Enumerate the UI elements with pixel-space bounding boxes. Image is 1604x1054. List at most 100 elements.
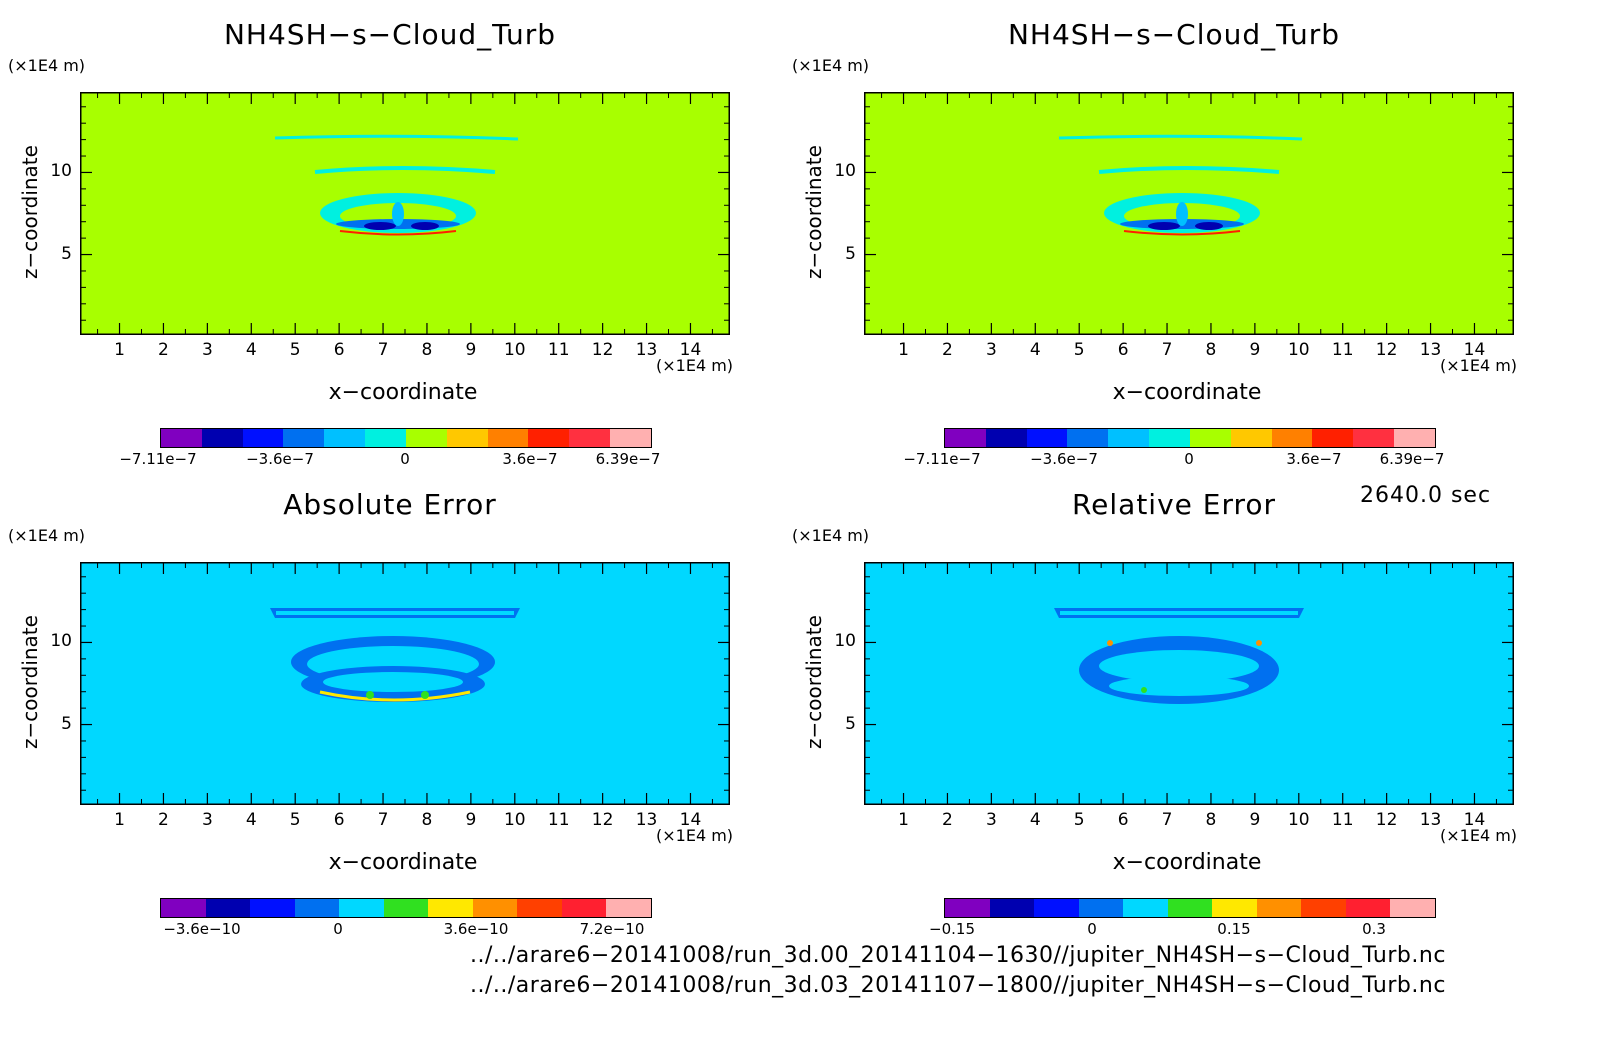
colorbar-segment: [1026, 429, 1068, 447]
colorbar-segment: [365, 429, 406, 447]
colorbar-segment: [294, 899, 340, 917]
x-tick-label: 1: [898, 340, 909, 360]
x-tick-label: 2: [942, 810, 953, 830]
contour-feature: [319, 690, 471, 702]
x-unit-label: (×1E4 m): [656, 826, 734, 845]
colorbar-segment: [1394, 429, 1435, 447]
colorbar: [160, 428, 652, 448]
colorbar-segment: [161, 429, 202, 447]
colorbar-segment: [1212, 899, 1257, 917]
colorbar-segment: [606, 899, 652, 917]
plot-frame: [864, 562, 1514, 805]
x-tick-label: 4: [245, 340, 257, 360]
colorbar-segment: [561, 899, 607, 917]
contour-feature: [276, 611, 514, 615]
contour-feature: [421, 691, 429, 699]
x-tick-label: 3: [201, 340, 213, 360]
x-tick-label: 12: [591, 810, 614, 830]
x-axis-label: x−coordinate: [328, 850, 478, 875]
panel-title: NH4SH−s−Cloud_Turb: [1007, 18, 1340, 51]
colorbar-labels: −7.11e−7 −3.6e−7 0 3.6e−7 6.39e−7: [884, 450, 1504, 470]
colorbar-segment: [1067, 429, 1109, 447]
contour-feature: [339, 230, 457, 236]
colorbar-segment: [1353, 429, 1395, 447]
x-tick-label: 6: [1117, 810, 1129, 830]
x-tick-label: 7: [377, 810, 389, 830]
y-tick-label: 5: [61, 713, 72, 734]
x-tick-label: 13: [635, 810, 658, 830]
plot-frame: [80, 562, 730, 805]
colorbar-segment: [1123, 899, 1168, 917]
x-tick-label: 10: [503, 340, 526, 360]
x-tick-label: 8: [421, 810, 433, 830]
x-tick-label: 12: [591, 340, 614, 360]
colorbar-segment: [242, 429, 284, 447]
y-unit-label: (×1E4 m): [8, 526, 86, 545]
colorbar-segment: [472, 899, 518, 917]
colorbar-segment: [985, 429, 1027, 447]
colorbar-label: −7.11e−7: [903, 450, 981, 468]
x-tick-label: 7: [1161, 810, 1173, 830]
panel-bottom-left: Absolute Error (×1E4 m) z−coordinate (×1…: [0, 470, 780, 940]
colorbar-segment: [339, 899, 384, 917]
x-tick-label: 13: [635, 340, 658, 360]
contour-feature: [364, 222, 396, 230]
contour-feature: [1098, 166, 1280, 174]
colorbar-label: 0.3: [1362, 920, 1386, 938]
contour-feature: [392, 202, 404, 226]
y-axis-label: z−coordinate: [18, 145, 42, 279]
contour-feature: [1256, 640, 1262, 646]
colorbar-segment: [324, 429, 366, 447]
contour-plot: [80, 562, 730, 805]
x-tick-label: 9: [465, 810, 477, 830]
colorbar-label: 0: [1087, 920, 1097, 938]
contour-feature: [1060, 611, 1298, 615]
colorbar-segment: [201, 429, 243, 447]
x-tick-label: 7: [377, 340, 389, 360]
x-tick-label: 2: [158, 340, 169, 360]
contour-feature: [1141, 687, 1147, 693]
colorbar-segment: [1345, 899, 1391, 917]
colorbar-segment: [1230, 429, 1272, 447]
colorbar-segment: [1301, 899, 1346, 917]
x-unit-label: (×1E4 m): [656, 356, 734, 375]
colorbar-labels: −7.11e−7 −3.6e−7 0 3.6e−7 6.39e−7: [100, 450, 720, 470]
colorbar-label: −0.15: [929, 920, 975, 938]
x-tick-label: 11: [547, 340, 570, 360]
colorbar-segment: [383, 899, 429, 917]
contour-feature: [411, 222, 439, 230]
contour-feature: [1107, 640, 1113, 646]
colorbar-label: 3.6e−7: [502, 450, 558, 468]
colorbar-segment: [945, 899, 990, 917]
x-tick-label: 12: [1375, 810, 1398, 830]
contour-plot: [864, 92, 1514, 335]
contour-feature: [1058, 134, 1303, 141]
x-tick-label: 5: [289, 810, 301, 830]
x-tick-label: 6: [333, 340, 345, 360]
x-tick-label: 10: [1287, 340, 1310, 360]
y-tick-label: 5: [61, 243, 72, 264]
colorbar-segment: [405, 429, 447, 447]
x-tick-label: 5: [1073, 340, 1085, 360]
x-tick-label: 7: [1161, 340, 1173, 360]
x-tick-label: 9: [465, 340, 477, 360]
colorbar-label: 3.6e−7: [1286, 450, 1342, 468]
colorbar-label: −3.6e−7: [1030, 450, 1098, 468]
colorbar-label: 0.15: [1217, 920, 1251, 938]
colorbar-label: 0: [400, 450, 410, 468]
colorbar-label: 6.39e−7: [595, 450, 661, 468]
colorbar-segment: [1256, 899, 1302, 917]
colorbar-labels: −3.6e−10 0 3.6e−10 7.2e−10: [100, 920, 720, 940]
contour-feature: [314, 166, 496, 174]
x-tick-label: 2: [942, 340, 953, 360]
contour-feature: [1176, 202, 1188, 226]
panel-bottom-right: Relative Error (×1E4 m) z−coordinate (×1…: [784, 470, 1564, 940]
colorbar-segment: [1078, 899, 1124, 917]
colorbar-label: 6.39e−7: [1379, 450, 1445, 468]
x-tick-label: 3: [201, 810, 213, 830]
x-tick-label: 4: [1029, 340, 1041, 360]
contour-feature: [274, 134, 519, 141]
panel-title: NH4SH−s−Cloud_Turb: [223, 18, 556, 51]
x-axis-label: x−coordinate: [328, 380, 478, 405]
colorbar-segment: [528, 429, 570, 447]
